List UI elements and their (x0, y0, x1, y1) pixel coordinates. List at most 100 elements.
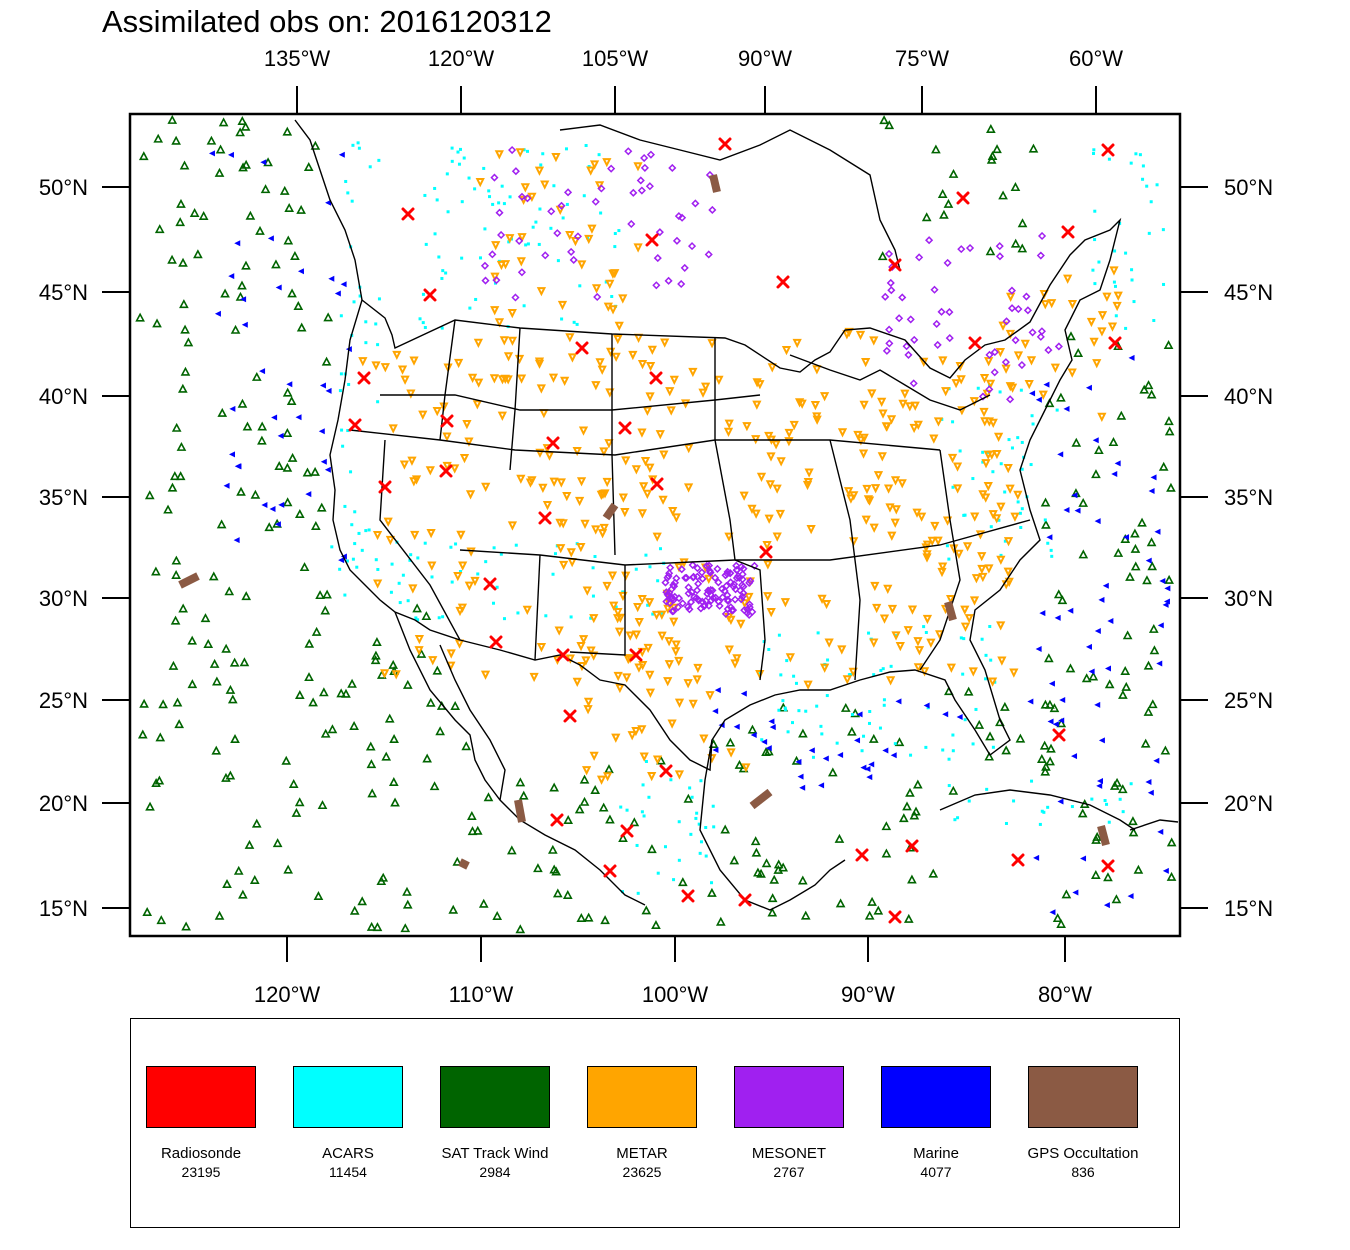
sat-track-wind-point (683, 793, 694, 803)
sat-track-wind-point (214, 910, 225, 920)
mesonet-point (957, 245, 966, 254)
acars-point (991, 745, 995, 749)
acars-point (879, 668, 883, 672)
metar-point (494, 318, 505, 328)
metar-point (652, 755, 663, 765)
mesonet-point (898, 293, 907, 302)
sat-track-wind-point (881, 848, 892, 858)
metar-point (909, 423, 919, 434)
radiosonde-point (776, 275, 790, 289)
sat-track-wind-point (198, 210, 209, 220)
mesonet-point (688, 560, 697, 570)
mesonet-point (885, 325, 894, 334)
marine-point (1074, 507, 1081, 514)
acars-point (1152, 318, 1156, 322)
metar-point (623, 655, 633, 665)
metar-point (666, 406, 676, 416)
metar-point (890, 518, 900, 528)
acars-point (499, 552, 503, 556)
legend-label: MESONET (751, 1145, 827, 1162)
metar-point (688, 367, 698, 378)
marine-point (227, 151, 234, 158)
sat-track-wind-point (1143, 706, 1154, 716)
sat-track-wind-point (189, 207, 200, 217)
metar-point (614, 627, 625, 637)
acars-point (1107, 157, 1111, 161)
mesonet-point (732, 561, 741, 570)
radiosonde-point (659, 764, 673, 778)
metar-point (992, 514, 1002, 524)
acars-point (390, 562, 394, 566)
acars-point (991, 470, 995, 474)
mesonet-point (985, 350, 994, 359)
metar-point (637, 595, 647, 605)
acars-point (1003, 490, 1007, 494)
metar-point (548, 373, 559, 383)
metar-point (890, 476, 901, 486)
acars-point (1145, 184, 1149, 188)
sat-track-wind-point (937, 188, 948, 198)
metar-point (465, 490, 476, 500)
metar-point (558, 519, 568, 529)
acars-point (663, 845, 667, 849)
acars-point (1129, 782, 1133, 786)
mesonet-point (995, 252, 1004, 261)
acars-point (343, 504, 347, 508)
mesonet-point (646, 150, 655, 159)
metar-point (784, 428, 794, 439)
metar-point (1050, 363, 1060, 373)
sat-track-wind-point (282, 126, 293, 136)
acars-point (704, 854, 708, 858)
acars-point (815, 704, 819, 708)
metar-point (572, 677, 582, 687)
sat-track-wind-point (1017, 243, 1028, 253)
sat-track-wind-point (366, 759, 377, 769)
sat-track-wind-point (552, 888, 563, 898)
mesonet-point (682, 573, 691, 582)
metar-point (859, 433, 869, 444)
acars-point (339, 314, 343, 318)
legend-item-acars: ACARS 11454 (278, 1066, 418, 1181)
marine-point (1067, 607, 1074, 614)
legend-count: 4077 (920, 1164, 952, 1180)
metar-point (580, 519, 590, 530)
metar-point (1067, 299, 1078, 310)
metar-point (607, 571, 618, 581)
mesonet-point (662, 597, 671, 606)
acars-point (507, 240, 511, 244)
sat-track-wind-point (257, 421, 268, 431)
acars-point (825, 694, 829, 698)
mesonet-point (1017, 360, 1026, 370)
metar-point (645, 463, 655, 473)
acars-point (440, 276, 444, 280)
metar-point (817, 594, 827, 605)
metar-point (507, 309, 517, 319)
tick-marks (102, 86, 1208, 962)
acars-point (699, 779, 703, 783)
acars-point (437, 616, 441, 620)
marine-point (318, 428, 325, 435)
legend-item-marine: Marine 4077 (866, 1066, 1006, 1181)
radiosonde-point (618, 421, 632, 435)
acars-point (677, 820, 681, 824)
mesonet-point (517, 192, 527, 201)
sat-track-wind-point (357, 896, 368, 906)
sat-track-wind-point (1040, 497, 1051, 507)
mesonet-point (662, 588, 671, 597)
metar-point (763, 592, 773, 602)
acars-point (976, 386, 980, 390)
sat-track-wind-point (303, 162, 314, 172)
acars-point (959, 636, 963, 640)
metar-point (870, 581, 880, 592)
metar-point (625, 631, 635, 641)
sat-track-wind-point (402, 886, 412, 896)
mesonet-point (1022, 292, 1031, 301)
acars-point (1093, 282, 1097, 286)
metar-point (863, 495, 874, 505)
metar-point (1063, 274, 1073, 284)
marine-point (923, 702, 930, 709)
mesonet-point (721, 571, 730, 580)
sat-track-wind-point (183, 337, 194, 347)
radiosonde-point (1011, 853, 1025, 867)
gps-occultation-point (709, 174, 721, 193)
